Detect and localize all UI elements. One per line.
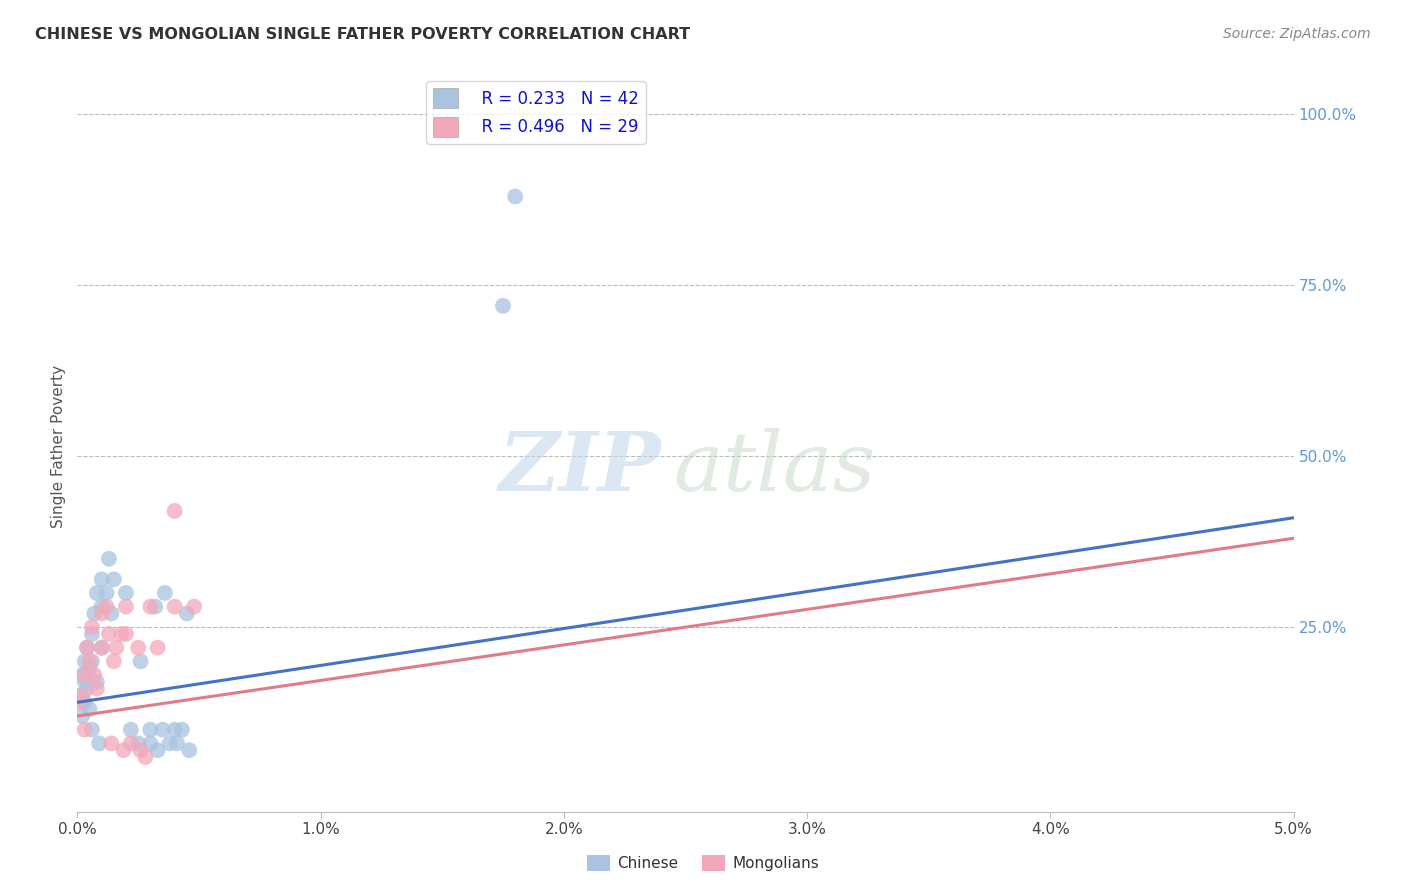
Point: [73, 654, 96, 668]
Text: Source: ZipAtlas.com: Source: ZipAtlas.com: [1223, 27, 1371, 41]
Point: [79, 661, 101, 675]
Point: [86, 681, 108, 696]
Point: [115, 599, 138, 614]
Point: [129, 654, 152, 668]
Point: [80, 723, 103, 737]
Point: [146, 743, 169, 757]
Point: [120, 723, 142, 737]
Point: [170, 723, 193, 737]
Point: [76, 681, 98, 696]
Point: [492, 299, 515, 313]
Point: [143, 599, 166, 614]
Point: [70, 689, 93, 703]
Point: [90, 572, 112, 586]
Point: [134, 750, 156, 764]
Point: [115, 627, 138, 641]
Point: [179, 743, 201, 757]
Point: [80, 627, 103, 641]
Point: [129, 743, 152, 757]
Point: [103, 654, 125, 668]
Text: ZIP: ZIP: [499, 428, 661, 508]
Point: [152, 723, 174, 737]
Point: [76, 640, 98, 655]
Point: [70, 709, 93, 723]
Point: [73, 674, 96, 689]
Point: [163, 723, 186, 737]
Point: [127, 736, 149, 750]
Legend: Chinese, Mongolians: Chinese, Mongolians: [581, 849, 825, 877]
Point: [159, 736, 181, 750]
Point: [163, 504, 186, 518]
Point: [153, 586, 176, 600]
Point: [503, 189, 526, 203]
Point: [127, 640, 149, 655]
Text: atlas: atlas: [673, 428, 876, 508]
Point: [90, 599, 112, 614]
Point: [79, 702, 101, 716]
Point: [96, 599, 118, 614]
Point: [96, 586, 118, 600]
Point: [83, 668, 105, 682]
Point: [80, 620, 103, 634]
Point: [80, 654, 103, 668]
Point: [163, 599, 186, 614]
Point: [73, 723, 96, 737]
Y-axis label: Single Father Poverty: Single Father Poverty: [51, 365, 66, 527]
Point: [112, 743, 135, 757]
Point: [90, 607, 112, 621]
Point: [86, 586, 108, 600]
Point: [139, 599, 162, 614]
Point: [103, 572, 125, 586]
Point: [176, 607, 198, 621]
Point: [90, 640, 112, 655]
Point: [139, 723, 162, 737]
Point: [110, 627, 132, 641]
Text: CHINESE VS MONGOLIAN SINGLE FATHER POVERTY CORRELATION CHART: CHINESE VS MONGOLIAN SINGLE FATHER POVER…: [35, 27, 690, 42]
Point: [166, 736, 188, 750]
Point: [69, 695, 91, 709]
Point: [90, 640, 112, 655]
Point: [115, 586, 138, 600]
Point: [73, 695, 96, 709]
Point: [100, 607, 122, 621]
Point: [120, 736, 142, 750]
Point: [183, 599, 205, 614]
Point: [97, 551, 120, 566]
Point: [139, 736, 162, 750]
Point: [70, 668, 93, 682]
Point: [79, 654, 101, 668]
Legend:   R = 0.233   N = 42,   R = 0.496   N = 29: R = 0.233 N = 42, R = 0.496 N = 29: [426, 81, 645, 144]
Point: [76, 640, 98, 655]
Point: [89, 736, 111, 750]
Point: [97, 627, 120, 641]
Point: [73, 668, 96, 682]
Point: [146, 640, 169, 655]
Point: [83, 607, 105, 621]
Point: [69, 689, 91, 703]
Point: [100, 736, 122, 750]
Point: [105, 640, 128, 655]
Point: [86, 674, 108, 689]
